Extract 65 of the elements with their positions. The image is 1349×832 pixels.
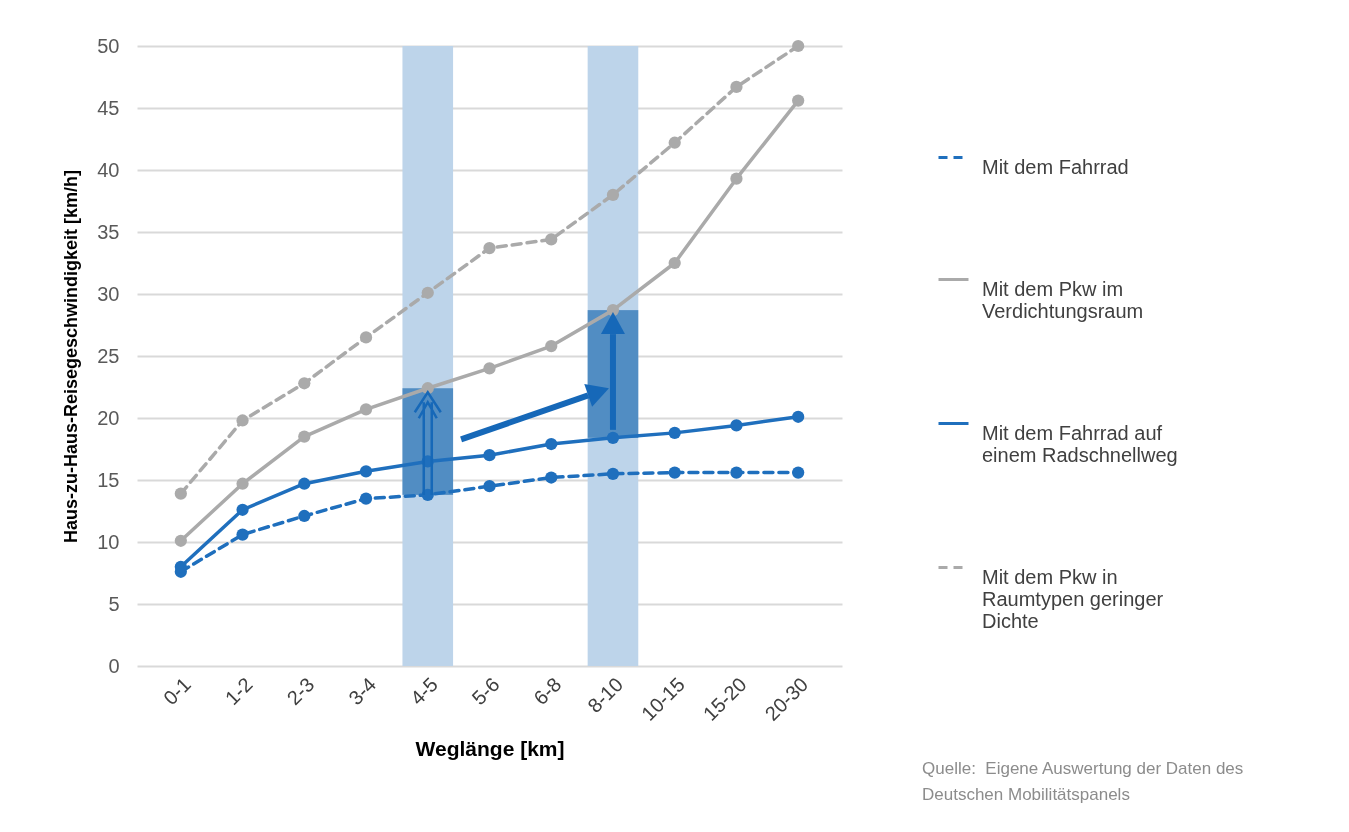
- point: [730, 466, 743, 479]
- x-tick-label: 0-1: [158, 673, 195, 710]
- y-tick-label: 0: [108, 654, 120, 677]
- point: [730, 419, 743, 432]
- point: [236, 477, 249, 490]
- point: [792, 466, 805, 479]
- point: [730, 80, 743, 94]
- point: [606, 431, 620, 444]
- point: [236, 528, 249, 541]
- point: [668, 426, 681, 439]
- x-tick-label: 8-10: [583, 673, 628, 717]
- point: [174, 487, 187, 500]
- point: [792, 94, 805, 107]
- point: [359, 465, 373, 478]
- y-tick-label: 30: [97, 282, 120, 305]
- point: [792, 39, 805, 53]
- point: [545, 339, 558, 353]
- x-tick-label: 6-8: [529, 673, 566, 710]
- point: [174, 534, 187, 547]
- y-tick-label: 10: [97, 530, 120, 553]
- x-tick-label: 1-2: [220, 673, 257, 710]
- x-tick-label: 4-5: [405, 673, 442, 710]
- y-tick-label: 50: [97, 34, 120, 57]
- x-tick-label: 5-6: [467, 673, 504, 710]
- x-tick-label: 3-4: [344, 673, 381, 710]
- point: [298, 477, 311, 490]
- y-axis-title: Haus-zu-Haus-Reisegeschwindigkeit [km/h]: [61, 169, 82, 544]
- point: [359, 331, 373, 344]
- point: [483, 242, 496, 255]
- y-tick-label: 15: [97, 468, 120, 491]
- legend-label: Mit dem Pkw im Verdichtungsraum: [982, 277, 1144, 322]
- x-tick-label: 2-3: [282, 673, 319, 710]
- point: [792, 410, 805, 423]
- point: [668, 256, 681, 270]
- y-tick-label: 5: [108, 592, 120, 615]
- point: [359, 492, 373, 505]
- source-note: Quelle: Eigene Auswertung der Daten des Deutschen Mobilitätspanels: [922, 758, 1245, 806]
- y-tick-label: 45: [97, 96, 120, 119]
- x-axis-title: Weglänge [km]: [415, 736, 565, 760]
- point: [668, 136, 681, 149]
- point: [545, 471, 558, 484]
- point: [298, 430, 311, 443]
- y-tick-label: 25: [97, 344, 120, 367]
- point: [606, 304, 620, 317]
- point: [730, 172, 743, 185]
- point: [483, 362, 496, 375]
- point: [236, 503, 249, 516]
- y-tick-label: 40: [97, 158, 120, 181]
- point: [236, 414, 249, 427]
- point: [359, 403, 373, 416]
- point: [545, 233, 558, 246]
- point: [483, 449, 496, 462]
- point: [298, 377, 311, 390]
- point: [483, 480, 496, 493]
- legend-label: Mit dem Pkw in Raumtypen geringer Dichte: [982, 565, 1164, 632]
- point: [298, 509, 311, 523]
- legend-label: Mit dem Fahrrad: [982, 155, 1129, 178]
- point: [606, 467, 620, 480]
- point: [545, 437, 558, 451]
- legend-label: Mit dem Fahrrad auf einem Radschnellweg: [982, 421, 1178, 466]
- point: [421, 286, 434, 299]
- y-tick-label: 35: [97, 220, 120, 243]
- y-tick-label: 20: [97, 406, 120, 429]
- point: [668, 466, 681, 479]
- point: [606, 188, 620, 201]
